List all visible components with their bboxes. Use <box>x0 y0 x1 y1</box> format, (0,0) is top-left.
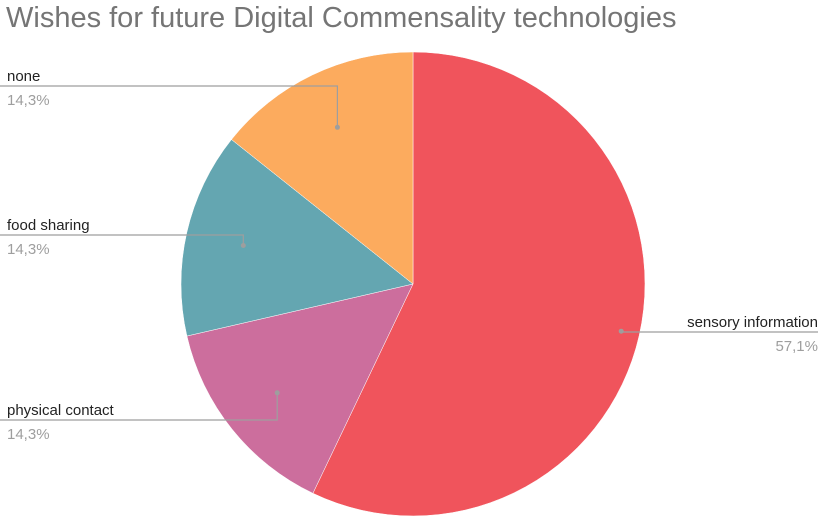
callout-dot-physical-contact <box>274 390 280 396</box>
pie-labels: sensory information 57,1% physical contact… <box>0 68 818 443</box>
slice-value-none: 14,3% <box>7 92 50 109</box>
chart-title: Wishes for future Digital Commensality t… <box>6 2 677 34</box>
slice-label-none: none <box>7 68 40 85</box>
slice-label-physical-contact: physical contact <box>7 402 115 419</box>
callout-line-sensory-information <box>620 331 818 333</box>
slice-value-physical-contact: 14,3% <box>7 426 50 443</box>
pie-slice-physical-contact <box>186 283 414 494</box>
callout-dot-sensory-information <box>618 328 624 334</box>
slice-value-sensory-information: 57,1% <box>775 338 818 355</box>
slice-value-food-sharing: 14,3% <box>7 241 50 258</box>
callout-line-none <box>0 85 338 128</box>
callout-dot-food-sharing <box>240 243 246 248</box>
pie-slice-sensory-information <box>312 51 646 517</box>
callout-line-physical-contact <box>0 392 278 421</box>
pie-slice-none <box>231 51 414 285</box>
pie-slices <box>180 51 646 517</box>
pie-slice-food-sharing <box>180 139 414 337</box>
callout-dot-none <box>334 124 340 130</box>
slice-label-sensory-information: sensory information <box>687 314 818 331</box>
slice-label-food-sharing: food sharing <box>7 217 90 234</box>
callout-line-food-sharing <box>0 234 244 246</box>
